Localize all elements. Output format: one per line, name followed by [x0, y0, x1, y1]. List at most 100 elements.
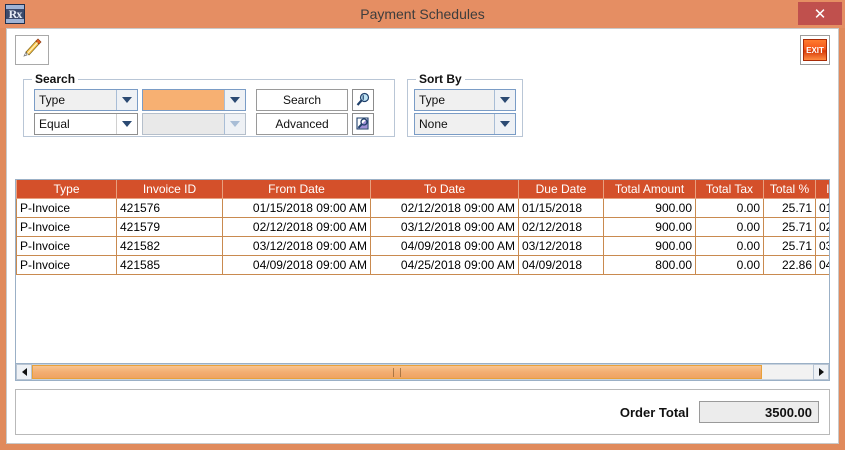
exit-icon-label: EXIT	[803, 39, 827, 61]
chevron-down-icon[interactable]	[116, 114, 137, 134]
rx-icon: Rx	[5, 4, 25, 24]
grid-cell-from-date: 04/09/2018 09:00 AM	[222, 255, 371, 275]
sort-secondary-select[interactable]: None	[414, 113, 516, 135]
grid-column-header[interactable]: From Date	[222, 180, 371, 199]
order-total-label: Order Total	[619, 404, 689, 420]
grid-cell-to-date: 02/12/2018 09:00 AM	[370, 198, 519, 218]
grid-column-header[interactable]: Total Tax	[695, 180, 764, 199]
grid-cell-from-date: 01/15/2018 09:00 AM	[222, 198, 371, 218]
grid-column-header[interactable]: Type	[16, 180, 117, 199]
grid-table: Type Invoice ID From Date To Date Due Date To…	[16, 180, 829, 275]
advanced-button[interactable]: Advanced	[256, 113, 348, 135]
table-row[interactable]: P-Invoice 421582 03/12/2018 09:00 AM 04/09/…	[16, 236, 829, 256]
filter-zone: Search Type Equal Search	[7, 71, 838, 143]
grid-cell-invoice-id: 421582	[116, 236, 223, 256]
search-value-select-2[interactable]	[142, 113, 246, 135]
grid-cell-total-amount: 800.00	[603, 255, 696, 275]
magnifier-advanced-icon[interactable]	[352, 113, 374, 135]
grid-cell-to-date: 03/12/2018 09:00 AM	[370, 217, 519, 237]
grid-cell-to-date: 04/25/2018 09:00 AM	[370, 255, 519, 275]
grid-cell-type: P-Invoice	[16, 255, 117, 275]
order-total-panel: Order Total 3500.00	[15, 389, 830, 435]
grid-cell-invoice-date: 01/15/2018	[815, 198, 829, 218]
toolbar: EXIT	[7, 29, 838, 71]
grid-cell-total-amount: 900.00	[603, 236, 696, 256]
exit-button[interactable]: EXIT	[800, 35, 830, 65]
search-button[interactable]: Search	[256, 89, 348, 111]
grid-cell-due-date: 04/09/2018	[518, 255, 604, 275]
chevron-down-icon[interactable]	[116, 90, 137, 110]
sort-group-legend: Sort By	[416, 72, 465, 86]
grid-cell-invoice-id: 421576	[116, 198, 223, 218]
grid-cell-invoice-date: 03/12/2018	[815, 236, 829, 256]
client-area: EXIT Search Type Equal	[6, 28, 839, 444]
grid-cell-total-tax: 0.00	[695, 198, 764, 218]
order-total-value: 3500.00	[699, 401, 819, 423]
scrollbar-thumb[interactable]	[32, 365, 763, 379]
horizontal-scrollbar[interactable]	[16, 363, 829, 380]
grid-column-header[interactable]: To Date	[370, 180, 519, 199]
grid-cell-total-pct: 22.86	[763, 255, 816, 275]
scrollbar-grip-icon	[393, 367, 402, 377]
grid-column-header[interactable]: Total Amount	[603, 180, 696, 199]
grid-cell-type: P-Invoice	[16, 236, 117, 256]
chevron-down-icon[interactable]	[224, 90, 245, 110]
edit-button[interactable]	[15, 35, 49, 65]
grid-cell-due-date: 02/12/2018	[518, 217, 604, 237]
grid-cell-total-tax: 0.00	[695, 255, 764, 275]
title-bar: Rx Payment Schedules ✕	[0, 0, 845, 28]
search-field-value: Type	[39, 93, 66, 107]
grid-cell-total-tax: 0.00	[695, 236, 764, 256]
scroll-right-arrow-icon[interactable]	[813, 364, 829, 380]
search-value-2	[143, 114, 224, 134]
grid-cell-to-date: 04/09/2018 09:00 AM	[370, 236, 519, 256]
grid-cell-invoice-id: 421579	[116, 217, 223, 237]
grid-scroll-region[interactable]: Type Invoice ID From Date To Date Due Date To…	[16, 180, 829, 363]
grid-cell-invoice-date: 04/09/2018	[815, 255, 829, 275]
search-value-select-1[interactable]	[142, 89, 246, 111]
search-group: Search Type Equal Search	[23, 72, 395, 137]
scroll-left-arrow-icon[interactable]	[16, 364, 32, 380]
grid-cell-total-tax: 0.00	[695, 217, 764, 237]
search-field-select[interactable]: Type	[34, 89, 138, 111]
close-icon[interactable]: ✕	[798, 2, 842, 25]
sort-primary-value: Type	[419, 93, 446, 107]
grid-cell-from-date: 03/12/2018 09:00 AM	[222, 236, 371, 256]
chevron-down-icon[interactable]	[494, 90, 515, 110]
search-operator-value: Equal	[39, 117, 70, 131]
magnifier-icon[interactable]	[352, 89, 374, 111]
scrollbar-track[interactable]	[32, 364, 813, 380]
table-row[interactable]: P-Invoice 421576 01/15/2018 09:00 AM 02/12/…	[16, 198, 829, 218]
sort-secondary-value: None	[419, 117, 448, 131]
grid-cell-total-pct: 25.71	[763, 217, 816, 237]
grid-column-header[interactable]: Due Date	[518, 180, 604, 199]
search-value-1	[143, 90, 224, 110]
window-title: Payment Schedules	[360, 6, 485, 22]
grid-cell-total-amount: 900.00	[603, 217, 696, 237]
grid-cell-due-date: 01/15/2018	[518, 198, 604, 218]
pencil-icon	[21, 37, 43, 64]
grid-column-header[interactable]: Invoice Date	[815, 180, 829, 199]
payment-schedules-grid: Type Invoice ID From Date To Date Due Date To…	[15, 179, 830, 381]
grid-column-header[interactable]: Invoice ID	[116, 180, 223, 199]
search-operator-select[interactable]: Equal	[34, 113, 138, 135]
grid-cell-total-pct: 25.71	[763, 236, 816, 256]
search-group-legend: Search	[32, 72, 79, 86]
grid-cell-invoice-date: 02/12/2018	[815, 217, 829, 237]
grid-header-row: Type Invoice ID From Date To Date Due Date To…	[16, 180, 829, 199]
grid-cell-invoice-id: 421585	[116, 255, 223, 275]
table-row[interactable]: P-Invoice 421585 04/09/2018 09:00 AM 04/25/…	[16, 255, 829, 275]
table-row[interactable]: P-Invoice 421579 02/12/2018 09:00 AM 03/12/…	[16, 217, 829, 237]
grid-cell-due-date: 03/12/2018	[518, 236, 604, 256]
grid-cell-type: P-Invoice	[16, 198, 117, 218]
chevron-down-icon[interactable]	[494, 114, 515, 134]
sort-group: Sort By Type None	[407, 72, 523, 137]
chevron-down-icon	[224, 114, 245, 134]
grid-cell-from-date: 02/12/2018 09:00 AM	[222, 217, 371, 237]
grid-cell-type: P-Invoice	[16, 217, 117, 237]
grid-column-header[interactable]: Total %	[763, 180, 816, 199]
grid-cell-total-amount: 900.00	[603, 198, 696, 218]
sort-primary-select[interactable]: Type	[414, 89, 516, 111]
grid-body: P-Invoice 421576 01/15/2018 09:00 AM 02/12/…	[16, 198, 829, 275]
